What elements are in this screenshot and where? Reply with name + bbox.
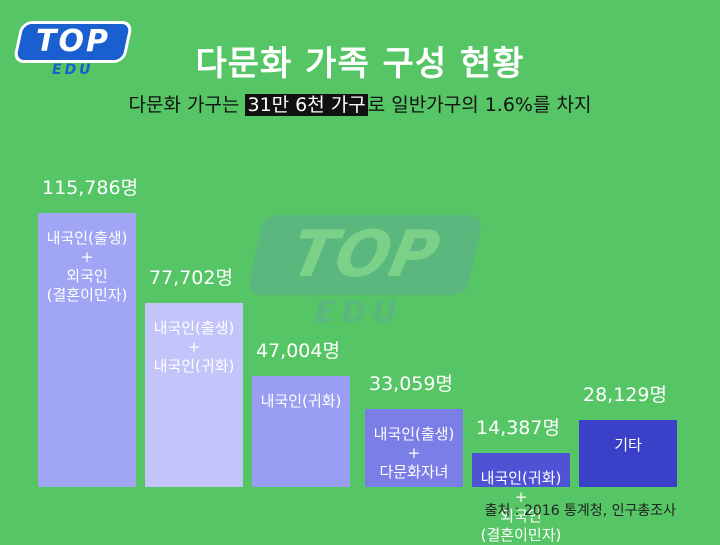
watermark-main: TOP [246, 215, 484, 295]
bar-value-label-5: 14,387명 [476, 417, 560, 439]
watermark-sub: EDU [315, 295, 403, 330]
subtitle-pre: 다문화 가구는 [128, 94, 246, 116]
bar-4: 내국인(출생) + 다문화자녀 [365, 409, 463, 487]
bar-1: 내국인(출생) + 외국인 (결혼이민자) [38, 213, 136, 487]
bar-5: 내국인(귀화) + 외국인 (결혼이민자) [472, 453, 570, 544]
source-note: 출처 : 2016 통계청, 인구총조사 [484, 503, 676, 519]
bar-2: 내국인(출생) + 내국인(귀화) [145, 303, 243, 487]
subtitle-post: 로 일반가구의 1.6%를 차지 [367, 94, 592, 116]
chart-title: 다문화 가족 구성 현황 [195, 44, 525, 84]
bar-6: 기타 [579, 420, 677, 487]
bar-value-label-3: 47,004명 [256, 340, 340, 362]
bar-3: 내국인(귀화) [252, 376, 350, 487]
top-edu-logo: TOP EDU [16, 24, 130, 78]
chart-subtitle: 다문화 가구는 31만 6천 가구 로 일반가구의 1.6%를 차지 [0, 90, 720, 117]
bar-value-label-6: 28,129명 [583, 384, 667, 406]
bar-value-label-1: 115,786명 [42, 177, 139, 199]
subtitle-highlight: 31만 6천 가구 [245, 94, 368, 116]
logo-sub-text: EDU [52, 62, 94, 78]
bar-value-label-2: 77,702명 [149, 267, 233, 289]
bar-value-label-4: 33,059명 [369, 373, 453, 395]
watermark-logo: TOP EDU [246, 215, 485, 345]
